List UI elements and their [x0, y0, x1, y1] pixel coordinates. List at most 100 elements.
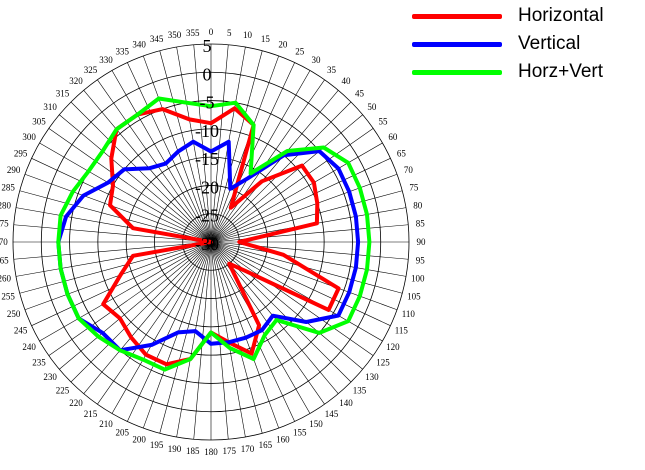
radial-tick-label: -30 — [195, 234, 219, 254]
angle-tick-label: 20 — [278, 40, 288, 50]
grid-spoke — [19, 241, 212, 294]
grid-spoke — [13, 241, 212, 260]
angle-tick-label: 0 — [209, 27, 214, 37]
legend-swatch-vertical — [412, 42, 502, 47]
legend-label-horizontal: Horizontal — [518, 5, 604, 26]
series-layer — [56, 96, 372, 372]
grid-spoke — [210, 128, 374, 243]
angle-tick-label: 230 — [43, 372, 57, 382]
angle-tick-label: 10 — [243, 30, 253, 40]
grid-spoke — [210, 224, 409, 243]
radial-tick-label: 0 — [203, 64, 212, 84]
legend-label-vertical: Vertical — [518, 33, 581, 54]
angle-tick-label: 140 — [339, 398, 353, 408]
angle-tick-label: 75 — [409, 183, 419, 193]
series-line-vertical — [56, 139, 361, 353]
angle-tick-label: 185 — [186, 446, 200, 456]
grid-spoke — [210, 241, 374, 356]
grid-spoke — [31, 158, 212, 243]
grid-spoke — [176, 241, 212, 438]
angle-tick-label: 70 — [404, 165, 414, 175]
angle-tick-label: 100 — [411, 273, 425, 283]
angle-tick-label: 130 — [365, 372, 379, 382]
grid-spoke — [97, 241, 212, 405]
grid-spoke — [142, 55, 212, 243]
angle-tick-label: 345 — [150, 34, 164, 44]
grid-spoke — [210, 158, 391, 243]
grid-spoke — [48, 241, 212, 356]
angle-tick-label: 180 — [204, 447, 218, 457]
angle-tick-label: 95 — [416, 255, 426, 265]
grid-spoke — [39, 142, 212, 243]
grid-spoke — [83, 241, 212, 394]
angle-tick-label: 280 — [0, 201, 11, 211]
series-line-horz-vert — [56, 96, 372, 372]
angle-tick-label: 245 — [14, 326, 28, 336]
angle-tick-label: 110 — [402, 309, 416, 319]
grid-spoke — [210, 190, 403, 243]
grid-spoke — [210, 44, 229, 243]
angle-tick-label: 40 — [341, 76, 351, 86]
grid-spoke — [210, 241, 295, 422]
grid-spoke — [210, 241, 263, 434]
angle-tick-label: 210 — [99, 419, 113, 429]
grid-spoke — [24, 173, 212, 243]
angle-tick-label: 120 — [386, 342, 400, 352]
angle-tick-label: 175 — [223, 446, 237, 456]
angle-tick-label: 85 — [416, 219, 426, 229]
grid-spoke — [210, 90, 339, 243]
angle-tick-label: 80 — [413, 201, 423, 211]
grid-spoke — [13, 224, 212, 243]
grid-spoke — [210, 241, 383, 342]
angle-tick-label: 30 — [312, 55, 322, 65]
angle-tick-label: 125 — [376, 357, 390, 367]
grid-spoke — [210, 241, 363, 370]
angle-tick-label: 150 — [309, 419, 323, 429]
angle-tick-label: 285 — [1, 183, 15, 193]
angle-tick-label: 50 — [367, 102, 377, 112]
angle-tick-label: 170 — [241, 444, 255, 454]
angle-tick-label: 190 — [168, 444, 182, 454]
grid-spoke — [83, 90, 212, 243]
angle-tick-label: 160 — [276, 434, 290, 444]
angle-tick-label: 350 — [168, 30, 182, 40]
angle-tick-label: 155 — [293, 427, 307, 437]
grid-spoke — [210, 142, 383, 243]
angle-tick-label: 310 — [43, 102, 57, 112]
grid-spoke — [70, 101, 212, 243]
angle-tick-label: 260 — [0, 273, 11, 283]
grid-spoke — [19, 190, 212, 243]
angle-tick-label: 255 — [1, 291, 15, 301]
angle-tick-label: 225 — [56, 385, 70, 395]
legend-item-vertical: Vertical — [412, 31, 642, 59]
grid-spoke — [210, 70, 311, 243]
grid-spoke — [159, 241, 212, 434]
angle-tick-label: 290 — [7, 165, 21, 175]
legend: Horizontal Vertical Horz+Vert — [412, 3, 642, 87]
grid-spoke — [111, 70, 212, 243]
angle-tick-label: 215 — [84, 409, 98, 419]
grid-spoke — [48, 128, 212, 243]
angle-tick-label: 60 — [388, 132, 398, 142]
angle-tick-label: 45 — [355, 89, 365, 99]
angle-tick-label: 200 — [132, 434, 146, 444]
radial-tick-label: -15 — [195, 149, 219, 169]
radial-tick-label: 5 — [203, 36, 212, 56]
angle-tick-label: 235 — [32, 357, 46, 367]
grid-spoke — [97, 79, 212, 243]
angle-tick-label: 340 — [132, 40, 146, 50]
grid-spoke — [210, 241, 246, 438]
angle-tick-label: 250 — [7, 309, 21, 319]
angle-tick-label: 35 — [327, 65, 337, 75]
angle-tick-label: 220 — [69, 398, 83, 408]
legend-swatch-horz-vert — [412, 70, 502, 75]
legend-item-horz-vert: Horz+Vert — [412, 59, 642, 87]
angle-tick-label: 270 — [0, 237, 8, 247]
grid-spoke — [70, 241, 212, 383]
angle-tick-label: 295 — [14, 148, 28, 158]
grid-spoke — [59, 114, 212, 243]
angle-tick-label: 265 — [0, 255, 9, 265]
grid-spoke — [111, 241, 212, 414]
angle-tick-label: 145 — [325, 409, 339, 419]
grid-spoke — [193, 44, 212, 243]
